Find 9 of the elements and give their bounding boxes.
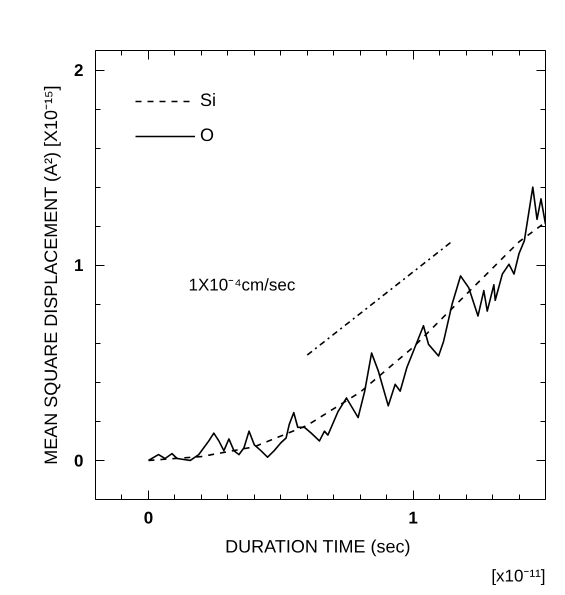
y-tick-label: 2: [74, 61, 84, 80]
y-tick-label: 1: [74, 256, 84, 276]
y-tick-label: 0: [74, 451, 84, 470]
x-axis-title: DURATION TIME (sec): [225, 536, 411, 556]
legend-label: O: [200, 125, 216, 146]
y-axis-title: MEAN SQUARE DISPLACEMENT (A²) [X10⁻¹⁵]: [41, 86, 62, 465]
text: [x10⁻¹¹]: [491, 566, 546, 586]
annotation: 1X10⁻⁴cm/sec: [188, 276, 296, 294]
legend-label: Si: [200, 90, 218, 111]
